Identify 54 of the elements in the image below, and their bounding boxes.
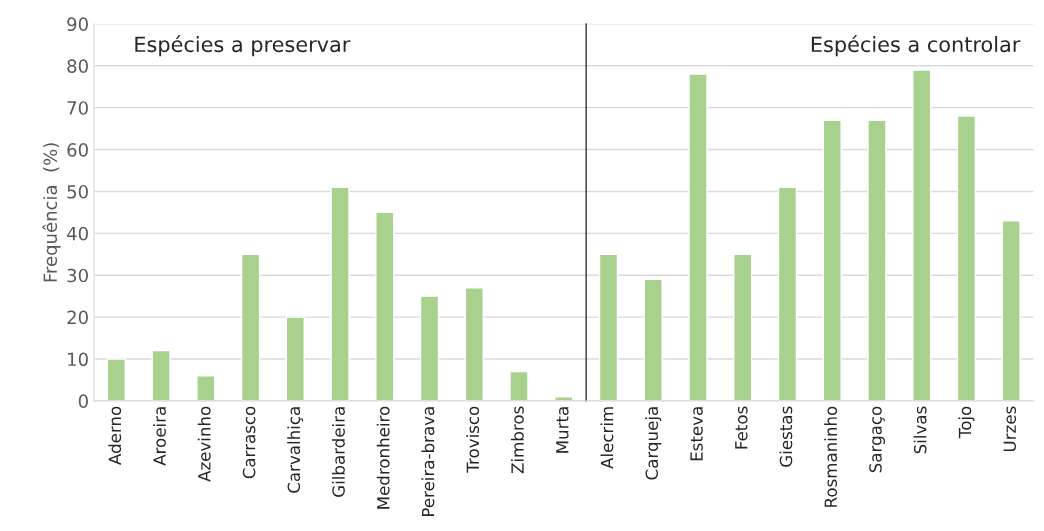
x-tick-label: Aroeira (153, 407, 166, 466)
bar (151, 349, 171, 401)
bar (777, 186, 798, 401)
x-tick-label: Fetos (735, 406, 748, 449)
bar (688, 73, 708, 401)
y-tick-label: 0 (78, 394, 88, 409)
bar (643, 278, 663, 401)
bar (285, 316, 305, 401)
x-tick-label: Aderno (108, 406, 122, 465)
y-tick-label: 70 (67, 101, 88, 115)
x-tick-label: Medronheiro (376, 406, 390, 509)
x-tick-label: Silvas (913, 406, 927, 454)
x-tick-label: Azevinho (197, 406, 211, 482)
bar (240, 253, 261, 401)
x-tick-label: Murta (556, 407, 569, 453)
bar (733, 253, 753, 401)
bar (375, 211, 395, 401)
y-tick-label: 80 (67, 59, 88, 73)
x-tick-label: Rosmaninho (824, 406, 838, 507)
y-tick-label: 40 (67, 226, 88, 241)
x-tick-label: Carvalhiça (287, 407, 304, 493)
x-tick-label: Carqueja (645, 407, 662, 480)
annotation: Espécies a controlar (811, 35, 1021, 57)
bar (196, 375, 216, 401)
bar (106, 358, 126, 401)
x-tick-label: Pereira-brava (421, 407, 435, 516)
x-tick-label: Giestas (779, 406, 793, 467)
bar (509, 370, 529, 401)
y-tick-label: 50 (67, 184, 88, 199)
x-tick-label: Alecrim (600, 407, 614, 469)
y-tick-label: 60 (67, 143, 88, 157)
bar (867, 119, 887, 401)
y-tick-label: 10 (68, 352, 88, 367)
y-tick-label: 30 (67, 268, 88, 283)
bar (912, 69, 932, 401)
bar (330, 186, 350, 401)
y-axis-title: Frequência (%) (42, 143, 61, 282)
bar (956, 115, 977, 401)
bar (822, 119, 842, 401)
x-tick-label: Sargaço (869, 406, 886, 473)
annotation: Espécies a preservar (135, 35, 351, 57)
bar (419, 295, 440, 401)
y-tick-label: 20 (67, 310, 88, 325)
x-tick-label: Esteva (690, 407, 703, 461)
x-tick-label: Gilbardeira (331, 407, 345, 497)
bar (1001, 220, 1021, 401)
x-tick-label: Tojo (958, 406, 975, 439)
bar (464, 287, 484, 401)
x-tick-label: Urzes (1003, 406, 1017, 452)
bar (598, 253, 619, 401)
y-tick-label: 90 (67, 17, 88, 32)
x-tick-label: Zimbros (510, 406, 524, 474)
x-tick-label: Carrasco (242, 406, 256, 479)
x-tick-label: Trovisco (466, 406, 480, 473)
